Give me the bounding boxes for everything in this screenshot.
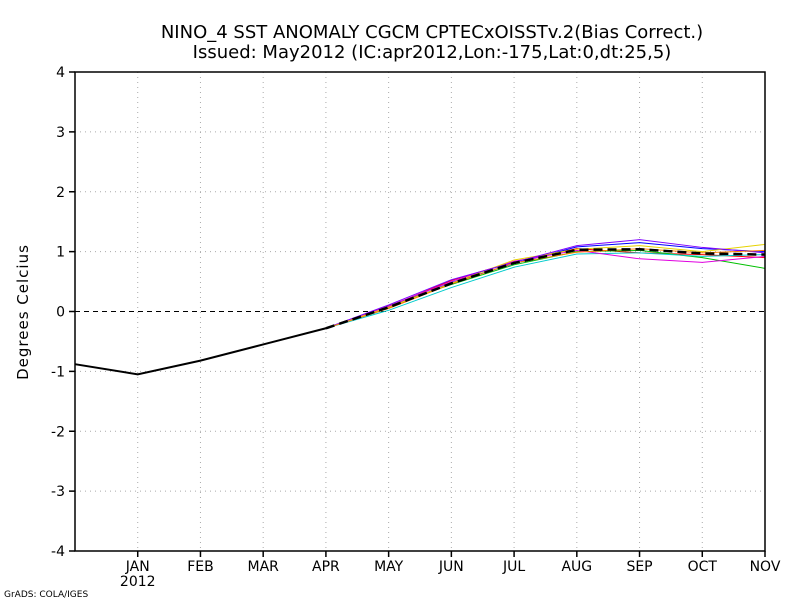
x-tick-label: NOV — [750, 559, 781, 575]
x-axis-ticks: JAN FEB MAR APR MAY JUN JUL AUG SEP OCT NOV — [125, 551, 781, 575]
x-tick-label: JUL — [502, 559, 525, 575]
x-tick-label: APR — [312, 559, 340, 575]
chart-title: NINO_4 SST ANOMALY CGCM CPTECxOISSTv.2(B… — [161, 22, 703, 43]
ensemble-mean-line — [325, 247, 766, 330]
y-tick-label: 4 — [56, 65, 65, 81]
series-line-member-5 — [325, 249, 766, 329]
y-axis-ticks: -4 -3 -2 -1 0 1 2 3 4 — [51, 65, 75, 560]
x-tick-label: MAY — [374, 559, 404, 575]
plot-frame — [74, 71, 766, 552]
y-tick-label: 3 — [56, 125, 65, 141]
y-tick-label: 1 — [56, 245, 65, 261]
grads-credit: GrADS: COLA/IGES — [4, 590, 88, 600]
y-tick-label: -1 — [51, 364, 65, 380]
x-tick-label: JUN — [438, 559, 464, 575]
x-tick-label: FEB — [187, 559, 214, 575]
x-tick-label: SEP — [626, 559, 652, 575]
y-tick-label: -4 — [51, 544, 65, 560]
series-line-member-4 — [325, 252, 766, 329]
y-tick-label: 0 — [56, 305, 65, 321]
y-tick-label: -3 — [51, 484, 65, 500]
chart-subtitle: Issued: May2012 (IC:apr2012,Lon:-175,Lat… — [193, 42, 672, 63]
observed-line — [74, 327, 327, 376]
x-tick-label: OCT — [688, 559, 718, 575]
y-tick-label: 2 — [56, 185, 65, 201]
y-axis-label: Degrees Celcius — [14, 244, 32, 380]
grid — [75, 72, 765, 551]
x-tick-label: JAN — [125, 559, 150, 575]
year-label: 2012 — [120, 574, 156, 590]
series-line-member-7 — [325, 239, 766, 329]
x-tick-label: MAR — [247, 559, 279, 575]
y-tick-label: -2 — [51, 424, 65, 440]
x-tick-label: AUG — [561, 559, 592, 575]
